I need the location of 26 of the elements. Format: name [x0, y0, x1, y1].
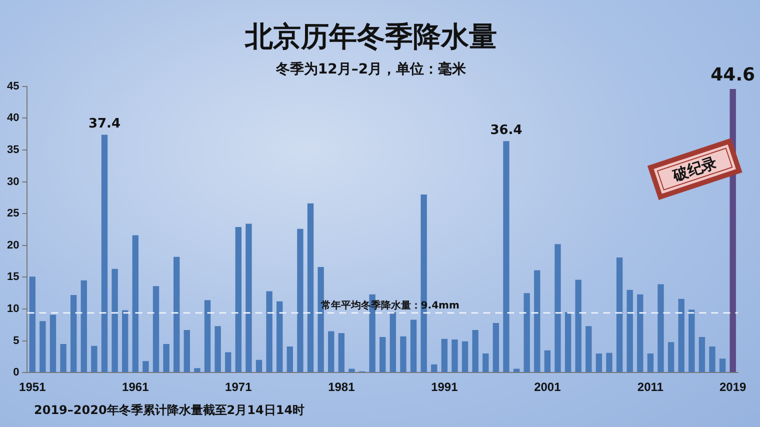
y-tick-label: 15: [6, 271, 20, 284]
x-tick-label: 2011: [637, 380, 664, 394]
x-tick-label: 1971: [225, 380, 252, 394]
data-label: 36.4: [490, 122, 522, 138]
y-tick-label: 45: [6, 80, 20, 92]
chart-title: 北京历年冬季降水量: [244, 20, 497, 54]
x-tick-label: 2001: [534, 380, 562, 394]
ref-line-label: 常年平均冬季降水量：9.4mm: [320, 299, 460, 312]
text: 2019–2020年冬季累计降水量截至2月14日14时: [34, 402, 305, 419]
y-tick-label: 10: [6, 303, 20, 316]
y-tick-label: 25: [6, 208, 20, 220]
y-tick-label: 5: [13, 334, 20, 347]
x-tick-label: 2019: [720, 380, 747, 394]
y-tick-label: 20: [6, 239, 20, 252]
data-label: 37.4: [88, 116, 121, 132]
y-tick-label: 0: [13, 366, 20, 379]
data-label: 44.6: [710, 64, 756, 86]
x-tick-label: 1951: [19, 380, 46, 394]
y-tick-label: 30: [6, 176, 20, 188]
x-tick-label: 1961: [122, 380, 150, 394]
y-tick-label: 35: [6, 144, 20, 156]
x-tick-label: 1981: [328, 380, 356, 394]
y-tick-label: 40: [6, 112, 20, 124]
chart-subtitle: 冬季为12月–2月，单位：毫米: [274, 60, 468, 78]
annotation: 破纪录: [670, 153, 720, 185]
x-tick-label: 1991: [431, 380, 458, 394]
